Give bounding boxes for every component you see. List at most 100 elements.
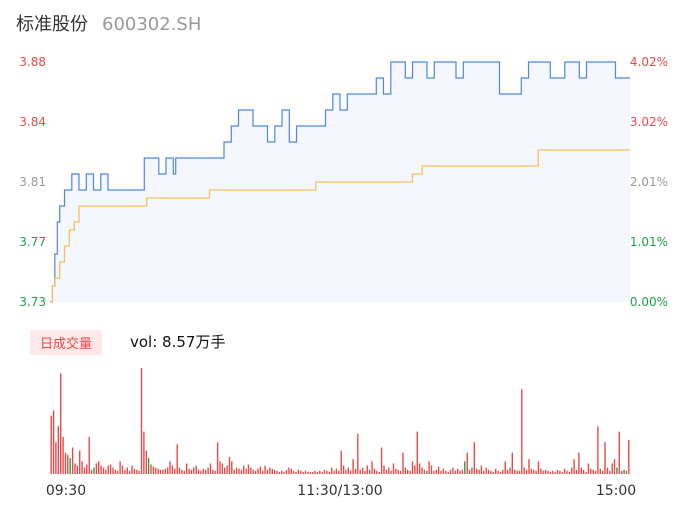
- volume-bar: [466, 452, 468, 474]
- volume-bar: [155, 467, 157, 474]
- volume-bar: [621, 470, 623, 474]
- volume-bar: [105, 469, 107, 474]
- volume-bar: [209, 463, 212, 474]
- volume-bar: [492, 471, 494, 474]
- volume-bar: [447, 471, 449, 474]
- volume-bar: [340, 450, 342, 474]
- volume-bar: [281, 470, 283, 474]
- volume-bar: [138, 470, 140, 474]
- volume-bar: [471, 467, 473, 474]
- volume-bar: [514, 469, 516, 474]
- volume-bar: [86, 464, 88, 474]
- volume-bar: [388, 467, 390, 474]
- volume-bar: [193, 467, 195, 474]
- volume-bar: [181, 469, 183, 474]
- volume-bar: [245, 468, 247, 474]
- volume-bar: [167, 467, 169, 474]
- volume-bar: [292, 470, 295, 474]
- volume-bar: [597, 426, 599, 474]
- volume-bar: [497, 470, 499, 474]
- volume-bar: [604, 442, 606, 474]
- volume-bar: [276, 470, 278, 474]
- volume-bar: [411, 461, 414, 474]
- volume-bar: [542, 470, 544, 474]
- volume-bar: [205, 469, 207, 474]
- volume-bar: [147, 458, 150, 474]
- volume-bar: [195, 465, 197, 474]
- volume-bar: [390, 470, 392, 474]
- volume-bar: [423, 469, 426, 474]
- volume-bar: [264, 465, 266, 474]
- y-tick-left: 3.88: [19, 55, 46, 69]
- volume-bar: [490, 470, 492, 474]
- stock-name: 标准股份: [16, 14, 88, 35]
- volume-bar: [312, 471, 314, 474]
- x-tick-label: 11:30/13:00: [297, 483, 382, 499]
- volume-bar: [540, 468, 542, 474]
- volume-bar: [435, 469, 437, 474]
- volume-bar: [428, 461, 430, 474]
- volume-bar: [440, 470, 442, 474]
- volume-bar: [119, 461, 121, 474]
- volume-bar: [478, 469, 480, 474]
- volume-bar: [69, 458, 71, 474]
- volume-bar: [269, 467, 271, 474]
- volume-bar: [575, 469, 578, 474]
- volume-bar: [592, 469, 594, 474]
- volume-bar: [483, 470, 485, 474]
- volume-bar: [235, 467, 238, 474]
- volume-bar: [623, 469, 625, 474]
- volume-bar: [602, 470, 604, 474]
- volume-bar: [473, 442, 475, 474]
- volume-bar: [533, 469, 535, 474]
- volume-bar: [88, 436, 90, 474]
- volume-bar: [530, 468, 533, 474]
- volume-bar: [174, 468, 176, 474]
- volume-bar: [457, 468, 459, 474]
- volume-bar: [124, 469, 126, 474]
- volume-bar: [302, 471, 304, 474]
- volume-bar: [587, 463, 590, 474]
- volume-bar: [316, 471, 319, 474]
- y-tick-right: 4.02%: [630, 55, 668, 69]
- volume-bar: [288, 467, 290, 474]
- volume-bar: [326, 470, 328, 474]
- volume-bar: [233, 469, 235, 474]
- volume-bar: [521, 389, 523, 474]
- volume-bar: [563, 468, 566, 474]
- volume-bar: [449, 469, 452, 474]
- volume-bar: [528, 459, 530, 474]
- volume-bar: [399, 470, 402, 474]
- volume-bar: [60, 373, 62, 474]
- stock-code: 600302.SH: [102, 14, 202, 35]
- volume-bar: [266, 469, 269, 474]
- volume-bar: [224, 467, 226, 474]
- y-tick-right: 0.00%: [630, 295, 668, 309]
- volume-bar: [338, 470, 340, 474]
- price-line: [50, 61, 630, 303]
- volume-bar: [416, 431, 418, 474]
- volume-bar: [57, 426, 59, 474]
- volume-bar: [74, 463, 76, 474]
- volume-tag: 日成交量: [30, 330, 103, 355]
- volume-bar: [81, 461, 83, 474]
- volume-bar: [468, 469, 471, 474]
- volume-bar: [254, 470, 257, 474]
- volume-bar: [107, 465, 109, 474]
- volume-bar: [212, 469, 214, 474]
- volume-bar: [628, 440, 630, 474]
- volume-bar: [552, 470, 554, 474]
- volume-bar: [140, 368, 143, 474]
- volume-bar: [159, 469, 162, 474]
- volume-bar: [117, 470, 119, 474]
- volume-bar: [580, 467, 582, 474]
- volume-bar: [433, 470, 435, 474]
- volume-bar: [228, 457, 231, 474]
- volume-bar: [476, 468, 478, 474]
- volume-bar: [259, 466, 262, 474]
- volume-bar: [378, 471, 380, 474]
- volume-bar: [55, 442, 57, 474]
- y-tick-left: 3.81: [19, 175, 46, 189]
- volume-bar: [79, 450, 81, 474]
- volume-bar: [352, 459, 354, 474]
